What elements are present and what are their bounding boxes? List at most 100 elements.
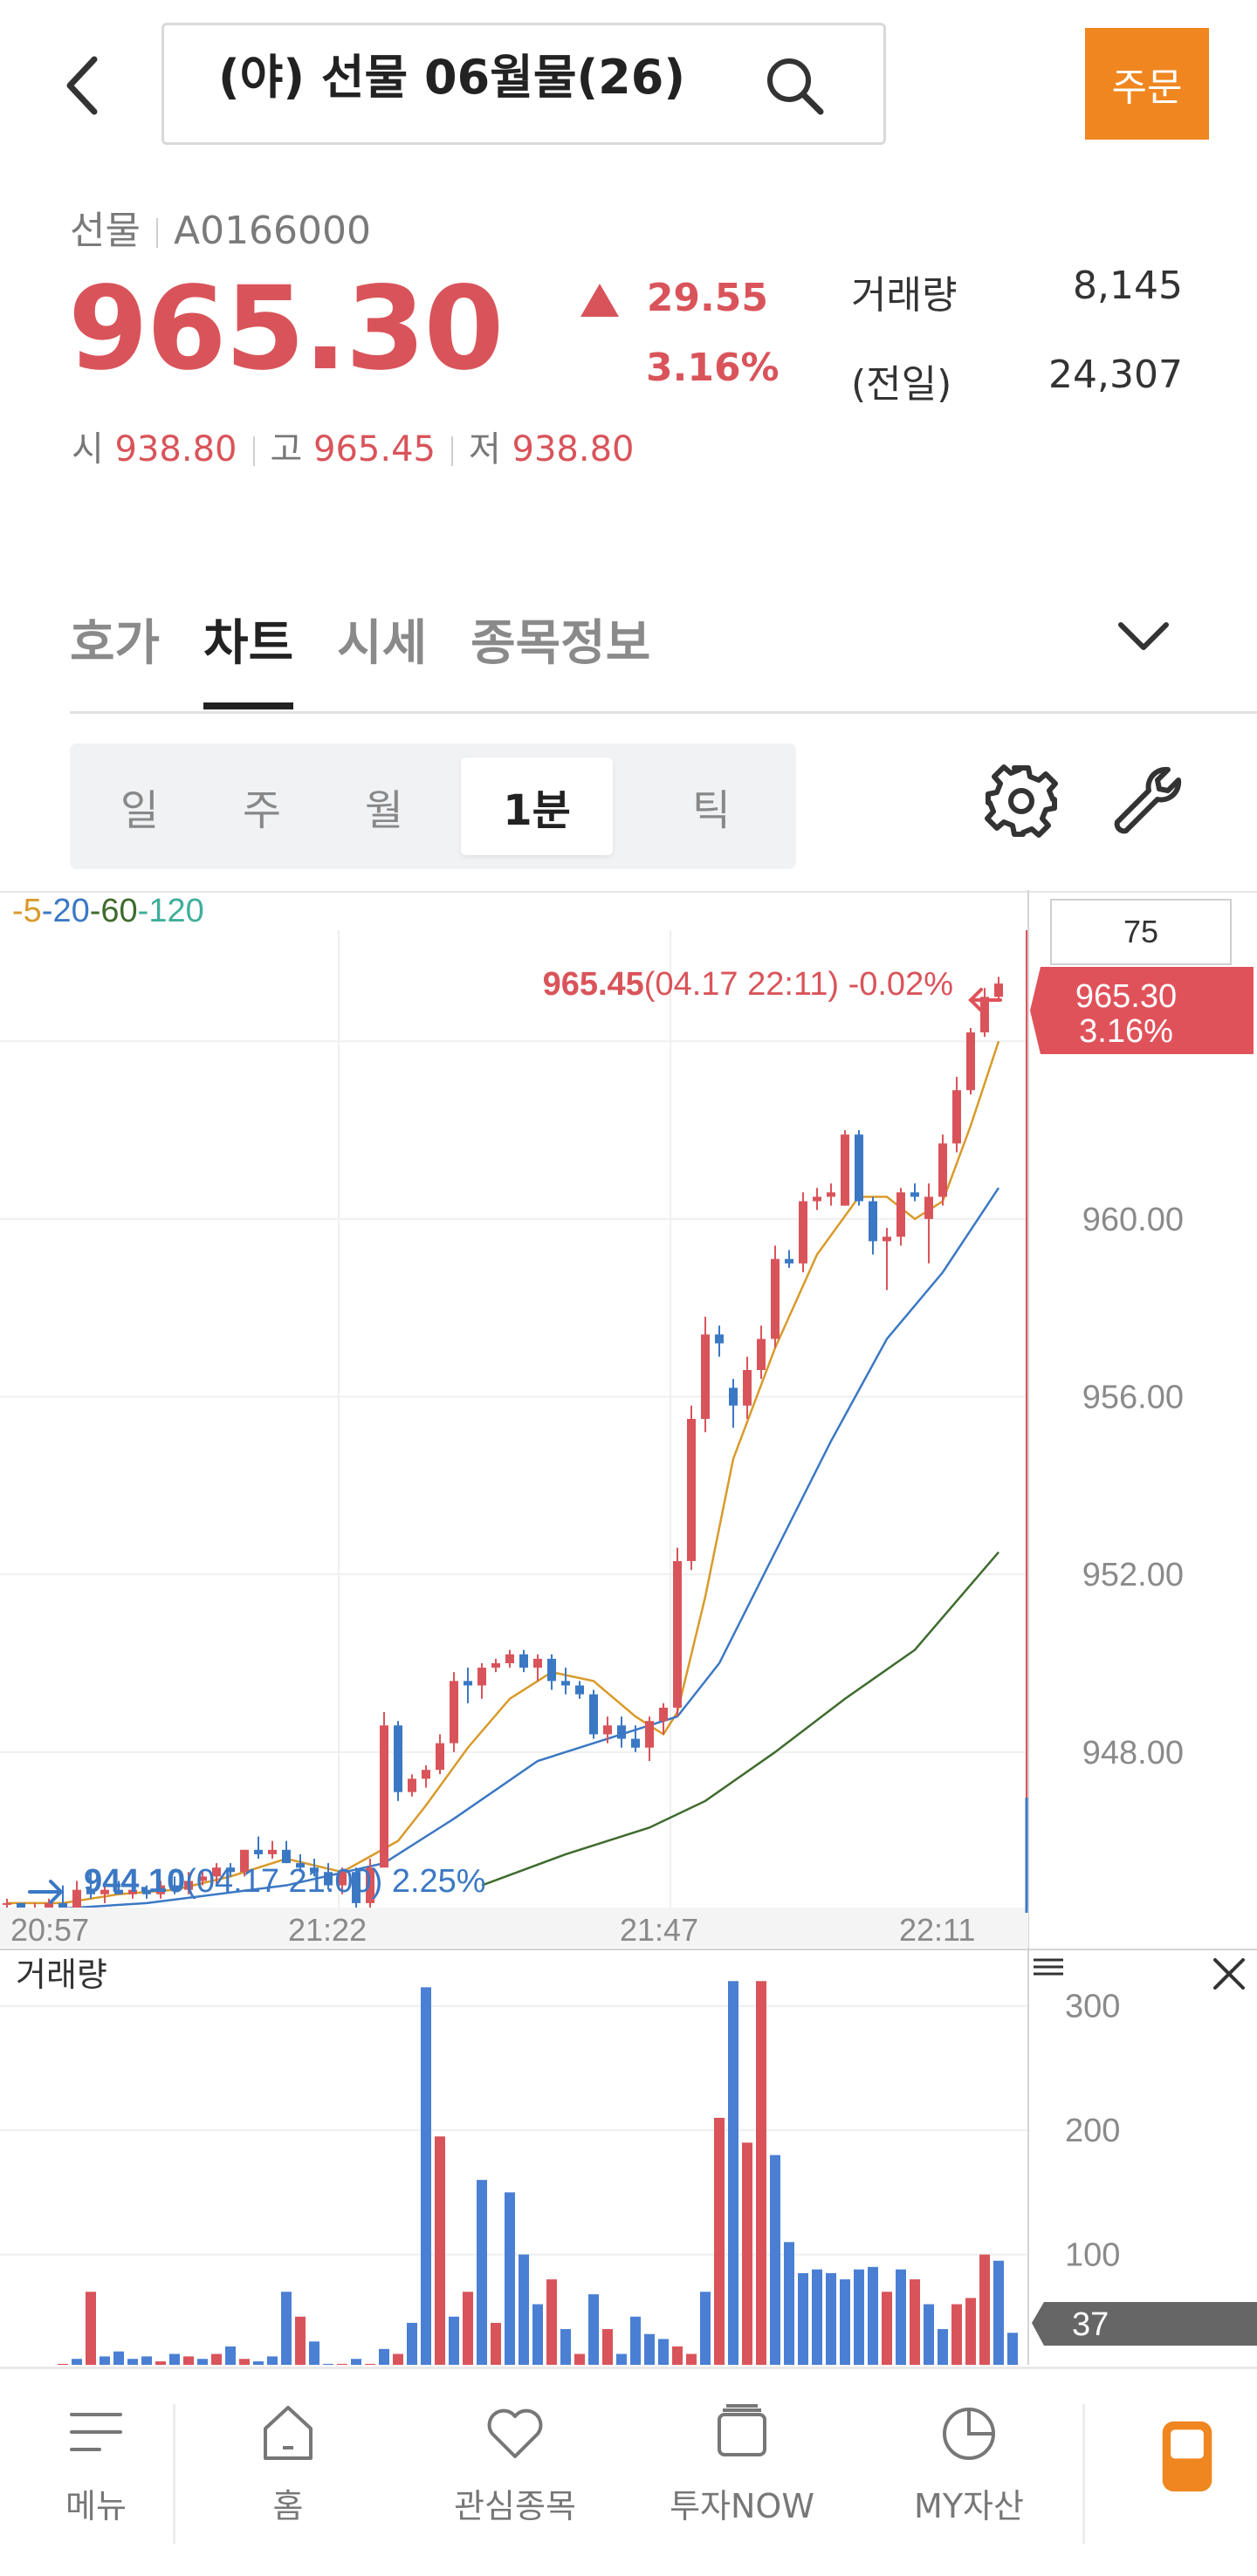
volume-bar <box>421 1987 431 2365</box>
current-volume-tag <box>1032 2302 1257 2346</box>
volume-bar <box>72 2359 82 2365</box>
candle-body <box>757 1339 766 1370</box>
volume-bar <box>155 2361 166 2365</box>
volume-bar <box>840 2279 850 2365</box>
candle-body <box>896 1192 905 1237</box>
high-annotation: 965.45(04.17 22:11) -0.02% <box>543 966 953 1003</box>
home-icon <box>264 2406 313 2460</box>
menu-icon[interactable] <box>1034 1958 1063 1976</box>
candle-body <box>254 1849 263 1854</box>
up-triangle-icon <box>580 284 619 317</box>
volume-bar <box>993 2260 1004 2365</box>
period-week[interactable]: 주 <box>242 786 282 835</box>
arrow-left-icon <box>968 988 1002 1012</box>
volume-bar <box>910 2279 920 2365</box>
candle-body <box>464 1681 472 1686</box>
candle-body <box>477 1668 486 1686</box>
volume-bar <box>86 2292 96 2365</box>
candle-body <box>268 1849 277 1854</box>
candle-body <box>86 1889 95 1894</box>
candle-body <box>785 1258 793 1264</box>
candle-body <box>72 1889 81 1913</box>
instrument-type: 선물 <box>70 209 141 253</box>
volume-bar <box>1007 2333 1018 2365</box>
volume-pane-label: 거래량 <box>16 1957 107 1994</box>
volume-tick-label: 200 <box>1065 2113 1120 2149</box>
search-box[interactable] <box>161 23 886 145</box>
chart-tools-button[interactable] <box>1107 761 1187 841</box>
nav-invest-now[interactable]: 투자NOW <box>646 2395 838 2561</box>
hamburger-icon <box>70 2413 122 2451</box>
close-icon[interactable] <box>1213 1958 1245 1990</box>
price-change-pct: 3.16% <box>646 346 780 390</box>
period-month[interactable]: 월 <box>364 786 404 835</box>
volume-bar <box>253 2361 264 2365</box>
current-volume-value: 37 <box>1072 2306 1109 2343</box>
volume-value: 8,145 <box>1073 264 1183 308</box>
volume-bar <box>798 2272 808 2365</box>
low-annotation: 944.10(04.17 21:00) 2.25% <box>84 1863 486 1900</box>
volume-bar <box>588 2294 599 2365</box>
candle-body <box>142 1889 151 1894</box>
tab-chart[interactable]: 차트 <box>203 604 294 709</box>
volume-bar <box>169 2353 180 2365</box>
candle-body <box>924 1196 933 1219</box>
period-tick[interactable]: 틱 <box>691 786 732 835</box>
period-1min[interactable]: 1분 <box>461 757 613 855</box>
tab-orderbook[interactable]: 호가 <box>70 614 161 672</box>
open-label: 시 <box>72 429 104 469</box>
low-label: 저 <box>469 429 501 469</box>
nav-home[interactable]: 홈 <box>192 2395 384 2561</box>
candle-body <box>212 1867 221 1877</box>
candle-body <box>422 1770 430 1779</box>
nav-orange-app[interactable] <box>1091 2415 1257 2576</box>
chevron-left-icon <box>66 56 98 115</box>
candle-body <box>980 997 989 1033</box>
nav-my-assets[interactable]: MY자산 <box>873 2395 1065 2561</box>
volume-bar <box>225 2346 236 2365</box>
nav-watchlist[interactable]: 관심종목 <box>419 2395 611 2561</box>
order-button[interactable]: 주문 <box>1085 28 1209 140</box>
candle-body <box>729 1387 738 1406</box>
time-label: 21:47 <box>620 1912 698 1948</box>
prev-volume-value: 24,307 <box>1048 353 1183 397</box>
low-annotation-value: 944.10 <box>84 1863 185 1900</box>
ma-legend: -5-20-60-120 <box>12 893 204 929</box>
candle-body <box>198 1876 207 1881</box>
time-label: 20:57 <box>10 1912 89 1948</box>
tab-quotes[interactable]: 시세 <box>337 614 428 672</box>
nav-invest-now-label: 투자NOW <box>670 2487 814 2525</box>
nav-watchlist-label: 관심종목 <box>454 2487 576 2525</box>
candle-body <box>813 1196 821 1202</box>
candle-count-box[interactable] <box>1050 899 1232 965</box>
volume-bar <box>267 2356 278 2365</box>
back-button[interactable] <box>52 42 113 129</box>
chart-settings-button[interactable] <box>981 761 1061 841</box>
volume-bar <box>868 2266 878 2365</box>
candle-body <box>883 1237 891 1242</box>
volume-bar <box>58 2363 68 2365</box>
volume-bar <box>574 2353 585 2365</box>
candle-body <box>533 1658 542 1668</box>
candle-body <box>17 1902 25 1908</box>
current-price-tag <box>1030 967 1254 1054</box>
ma60-line <box>481 1551 999 1887</box>
tabs-expand-button[interactable] <box>1117 611 1170 663</box>
candle-body <box>701 1334 710 1419</box>
candle-body <box>408 1778 416 1792</box>
volume-bar <box>728 1981 738 2365</box>
instrument-title: (야) 선물 06월물(26) <box>218 50 686 105</box>
search-icon[interactable] <box>759 51 829 120</box>
low-value: 938.80 <box>512 429 635 469</box>
volume-bar <box>924 2304 934 2365</box>
price-tick-label: 952.00 <box>1082 1557 1184 1593</box>
ma20-line <box>6 1187 1000 1914</box>
period-day[interactable]: 일 <box>120 786 160 835</box>
price-chart[interactable]: -5-20-60-120 75 964.00960.00956.00952.00… <box>0 890 1257 2365</box>
bottom-nav: 메뉴 홈 관심종목 투자NOW MY자산 <box>0 2367 1257 2576</box>
price-tick-label: 960.00 <box>1082 1202 1184 1238</box>
tab-info[interactable]: 종목정보 <box>471 614 651 672</box>
candle-body <box>380 1725 388 1868</box>
volume-bar <box>826 2272 836 2365</box>
nav-menu[interactable]: 메뉴 <box>0 2395 192 2561</box>
